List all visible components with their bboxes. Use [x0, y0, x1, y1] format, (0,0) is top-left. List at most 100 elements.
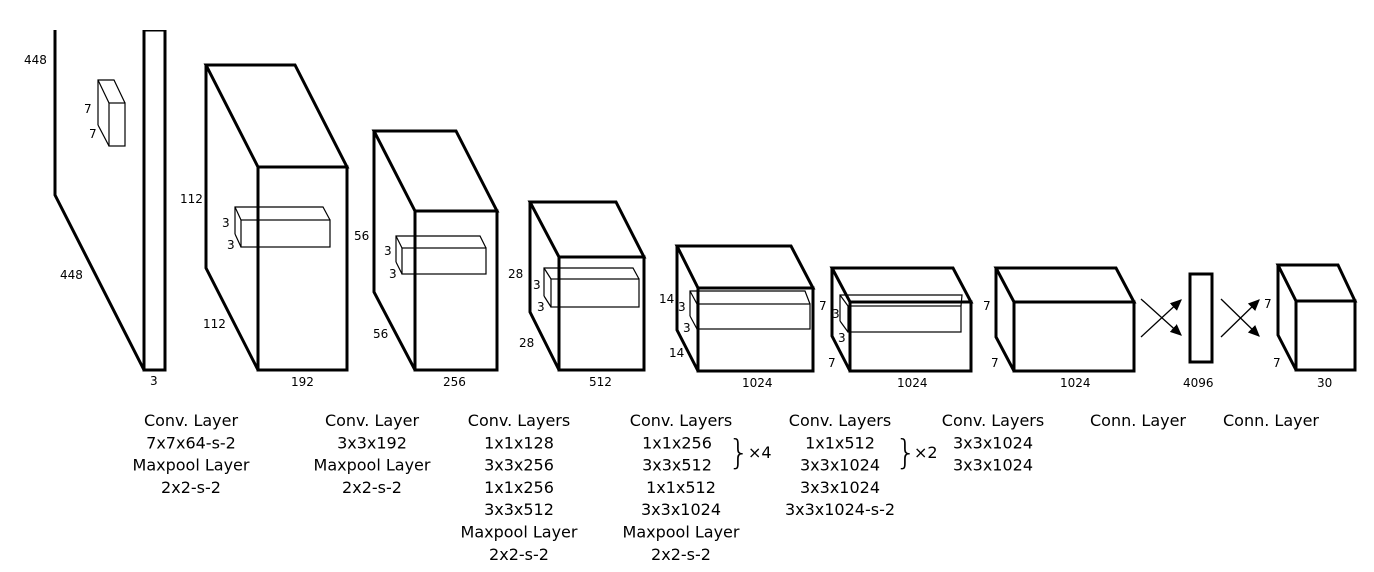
dim-label: 3: [678, 300, 686, 314]
cube-side-face: [204, 65, 260, 371]
conv-block3: 28 28 512 3 3: [508, 200, 647, 389]
caption-line: 7x7x64-s-2: [146, 433, 236, 452]
dim-label: 512: [589, 375, 612, 389]
caption-line: 2x2-s-2: [489, 545, 549, 564]
caption-line: Maxpool Layer: [314, 456, 431, 475]
cube-top-face: [674, 244, 816, 290]
kernel-box: [689, 290, 811, 330]
dim-label: 448: [24, 53, 47, 67]
dim-label: 7: [828, 356, 836, 370]
cube-top-face: [371, 129, 500, 213]
caption-line: 3x3x192: [337, 433, 407, 452]
input-image-block: 448 7 7 448 3: [24, 0, 168, 388]
repeat-count: ×2: [914, 443, 938, 462]
caption-line: 3x3x256: [484, 456, 554, 475]
dim-label: 448: [60, 268, 83, 282]
dim-label: 7: [991, 356, 999, 370]
dim-label: 112: [203, 317, 226, 331]
dim-label: 7: [1264, 297, 1272, 311]
conv-block2: 56 56 256 3 3: [354, 129, 500, 389]
arrow-icon: [1140, 298, 1182, 336]
arrow-icon: [1220, 298, 1260, 337]
fully-connected-arrows-2: [1220, 298, 1260, 338]
caption-line: Conv. Layers: [789, 411, 891, 430]
caption-line: 1x1x256: [484, 478, 554, 497]
cube-front-face: [1294, 299, 1357, 372]
layer-caption: Conv. Layer 3x3x192 Maxpool Layer 2x2-s-2: [314, 411, 431, 497]
layer-caption: Conv. Layers 1x1x128 3x3x256 1x1x256 3x3x512…: [461, 411, 578, 564]
caption-line: Conv. Layers: [468, 411, 570, 430]
dim-label: 7: [84, 102, 92, 116]
dim-label: 14: [659, 292, 674, 306]
caption-line: Conv. Layers: [942, 411, 1044, 430]
dim-label: 7: [819, 299, 827, 313]
kernel-box: [395, 235, 487, 275]
layer-caption: Conv. Layers 1x1x512 3x3x1024 3x3x1024 3x3x1…: [785, 411, 895, 519]
layer-caption: Conv. Layer 7x7x64-s-2 Maxpool Layer 2x2-s-…: [133, 411, 250, 497]
dim-label: 7: [1273, 356, 1281, 370]
dim-label: 3: [384, 244, 392, 258]
caption-line: Conv. Layer: [325, 411, 420, 430]
dim-label: 14: [669, 346, 684, 360]
arrow-icon: [1220, 299, 1260, 338]
dim-label: 3: [533, 278, 541, 292]
conv-block6: 7 7 1024: [983, 266, 1137, 390]
cube-front-face: [848, 300, 973, 373]
conv-block4: 14 14 1024 3 3: [659, 244, 816, 390]
dim-label: 28: [508, 267, 523, 281]
cube-side-face: [675, 246, 700, 372]
caption-line: 3x3x1024-s-2: [785, 500, 895, 519]
repeat-brace-block4: } ×4: [728, 433, 772, 473]
cube-front-face: [256, 165, 349, 372]
cube-front-face: [557, 255, 646, 372]
repeat-count: ×4: [748, 443, 772, 462]
caption-line: Conv. Layer: [144, 411, 239, 430]
dim-label: 3: [683, 321, 691, 335]
cube-top-face: [993, 266, 1137, 304]
dim-label: 7: [983, 299, 991, 313]
dim-label: 1024: [1060, 376, 1091, 390]
dim-label: 30: [1317, 376, 1332, 390]
cube-top-face: [527, 200, 647, 259]
caption-line: 1x1x512: [805, 433, 875, 452]
cube-front-face: [1012, 300, 1136, 373]
caption-line: 1x1x128: [484, 433, 554, 452]
dim-label: 56: [354, 229, 369, 243]
caption-line: 3x3x1024: [953, 433, 1033, 452]
cube-side-face: [528, 202, 561, 371]
svg-text:}: }: [895, 433, 917, 473]
layer-caption: Conv. Layers 1x1x256 3x3x512 1x1x512 3x3x102…: [623, 411, 740, 564]
output-block: 7 7 30: [1264, 263, 1358, 390]
caption-line: Conn. Layer: [1223, 411, 1319, 430]
cube-side-face: [994, 268, 1016, 372]
fc-layer-bar: [1188, 272, 1214, 364]
cube-side-face: [372, 131, 417, 371]
conv-block1: 112 112 192 3 3: [180, 63, 350, 389]
dim-label: 3: [832, 307, 840, 321]
conv-block5: 7 7 1024 3 3: [819, 266, 974, 390]
dim-label: 1024: [742, 376, 773, 390]
caption-line: Maxpool Layer: [623, 523, 740, 542]
dim-label: 112: [180, 192, 203, 206]
kernel-box: [543, 267, 640, 308]
caption-line: 2x2-s-2: [161, 478, 221, 497]
dim-label: 7: [89, 127, 97, 141]
kernel-box: [839, 294, 963, 333]
cube-side-face: [1276, 265, 1298, 371]
caption-line: 3x3x1024: [800, 456, 880, 475]
layer-caption: Conn. Layer: [1223, 411, 1319, 430]
cube-front-face: [413, 209, 499, 372]
caption-line: 3x3x512: [642, 456, 712, 475]
cube-top-face: [203, 63, 350, 169]
caption-line: 2x2-s-2: [651, 545, 711, 564]
dim-label: 3: [222, 216, 230, 230]
cube-top-face: [829, 266, 974, 304]
repeat-brace-block5: } ×2: [895, 433, 938, 473]
dim-label: 3: [389, 267, 397, 281]
cube-top-face: [1275, 263, 1358, 303]
cube-side-face: [830, 268, 852, 372]
dim-label: 3: [227, 238, 235, 252]
kernel-box: [97, 79, 126, 147]
caption-line: 3x3x1024: [800, 478, 880, 497]
